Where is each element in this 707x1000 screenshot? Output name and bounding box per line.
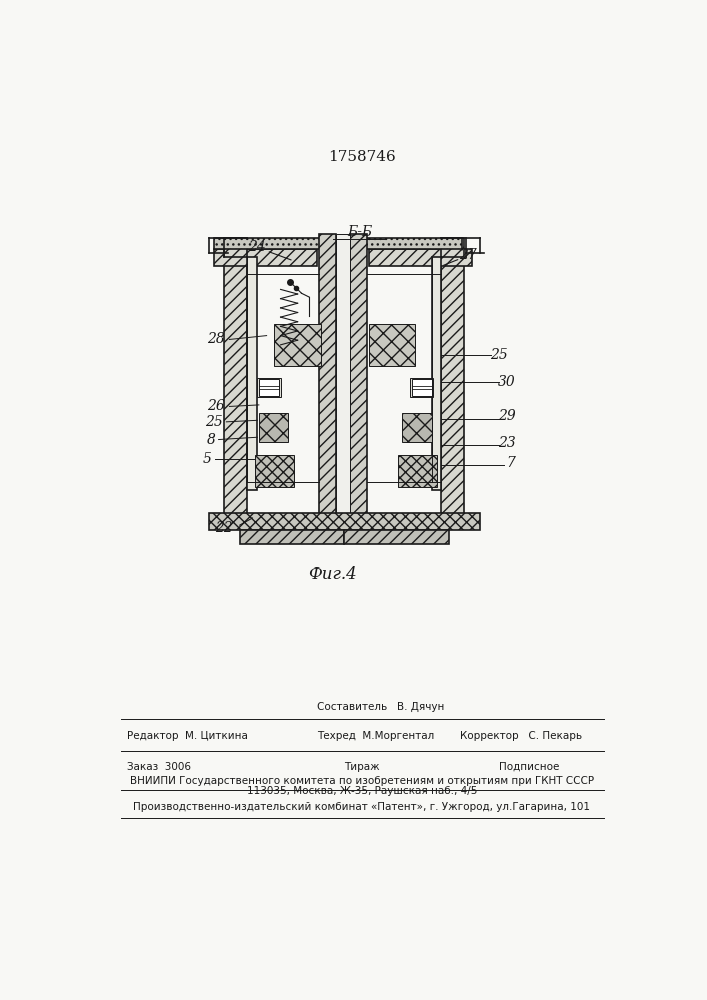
Text: 27: 27 xyxy=(460,248,477,262)
Text: 23: 23 xyxy=(498,436,515,450)
Text: 5: 5 xyxy=(202,452,211,466)
Bar xyxy=(224,257,247,524)
Text: 30: 30 xyxy=(498,375,515,389)
Bar xyxy=(259,413,288,442)
Text: 29: 29 xyxy=(498,409,515,423)
Bar xyxy=(369,249,472,266)
Bar xyxy=(259,379,279,396)
Bar xyxy=(214,238,462,249)
Text: 26: 26 xyxy=(207,399,225,413)
Text: Производственно-издательский комбинат «Патент», г. Ужгород, ул.Гагарина, 101: Производственно-издательский комбинат «П… xyxy=(134,802,590,812)
Text: 1758746: 1758746 xyxy=(328,150,396,164)
Bar xyxy=(369,324,416,366)
Text: 28: 28 xyxy=(207,332,225,346)
Bar xyxy=(432,257,441,490)
Text: 25: 25 xyxy=(205,415,223,429)
Bar xyxy=(224,238,247,257)
Text: ВНИИПИ Государственного комитета по изобретениям и открытиям при ГКНТ СССР: ВНИИПИ Государственного комитета по изоб… xyxy=(130,776,594,786)
Bar xyxy=(344,530,449,544)
Text: Составитель   В. Дячун: Составитель В. Дячун xyxy=(317,702,445,712)
Bar xyxy=(410,378,433,397)
Bar xyxy=(337,234,351,524)
Bar xyxy=(441,257,464,524)
Bar xyxy=(320,234,337,524)
Text: Заказ  3006: Заказ 3006 xyxy=(127,762,191,772)
Text: Корректор   С. Пекарь: Корректор С. Пекарь xyxy=(460,731,583,741)
Text: 8: 8 xyxy=(206,433,215,447)
Text: Тираж: Тираж xyxy=(344,762,380,772)
Text: Б-Б: Б-Б xyxy=(347,225,373,239)
Bar xyxy=(274,324,321,366)
Bar xyxy=(257,378,281,397)
Text: 22: 22 xyxy=(215,521,233,535)
Text: 24: 24 xyxy=(248,240,267,254)
Bar xyxy=(402,413,432,442)
Text: Редактор  М. Циткина: Редактор М. Циткина xyxy=(127,731,248,741)
Bar xyxy=(255,455,293,487)
Text: 113035, Москва, Ж-35, Раушская наб., 4/5: 113035, Москва, Ж-35, Раушская наб., 4/5 xyxy=(247,786,477,796)
Text: 7: 7 xyxy=(506,456,515,470)
Bar xyxy=(214,249,317,266)
Text: Подписное: Подписное xyxy=(499,762,559,772)
Text: Фиг.4: Фиг.4 xyxy=(308,566,357,583)
Bar xyxy=(398,455,437,487)
Bar xyxy=(411,379,432,396)
Bar xyxy=(247,257,257,490)
Bar xyxy=(240,530,344,544)
Bar xyxy=(351,234,368,524)
Text: Техред  М.Моргентал: Техред М.Моргентал xyxy=(317,731,434,741)
Text: 25: 25 xyxy=(490,348,508,362)
Bar xyxy=(209,513,480,530)
Bar xyxy=(441,238,464,257)
